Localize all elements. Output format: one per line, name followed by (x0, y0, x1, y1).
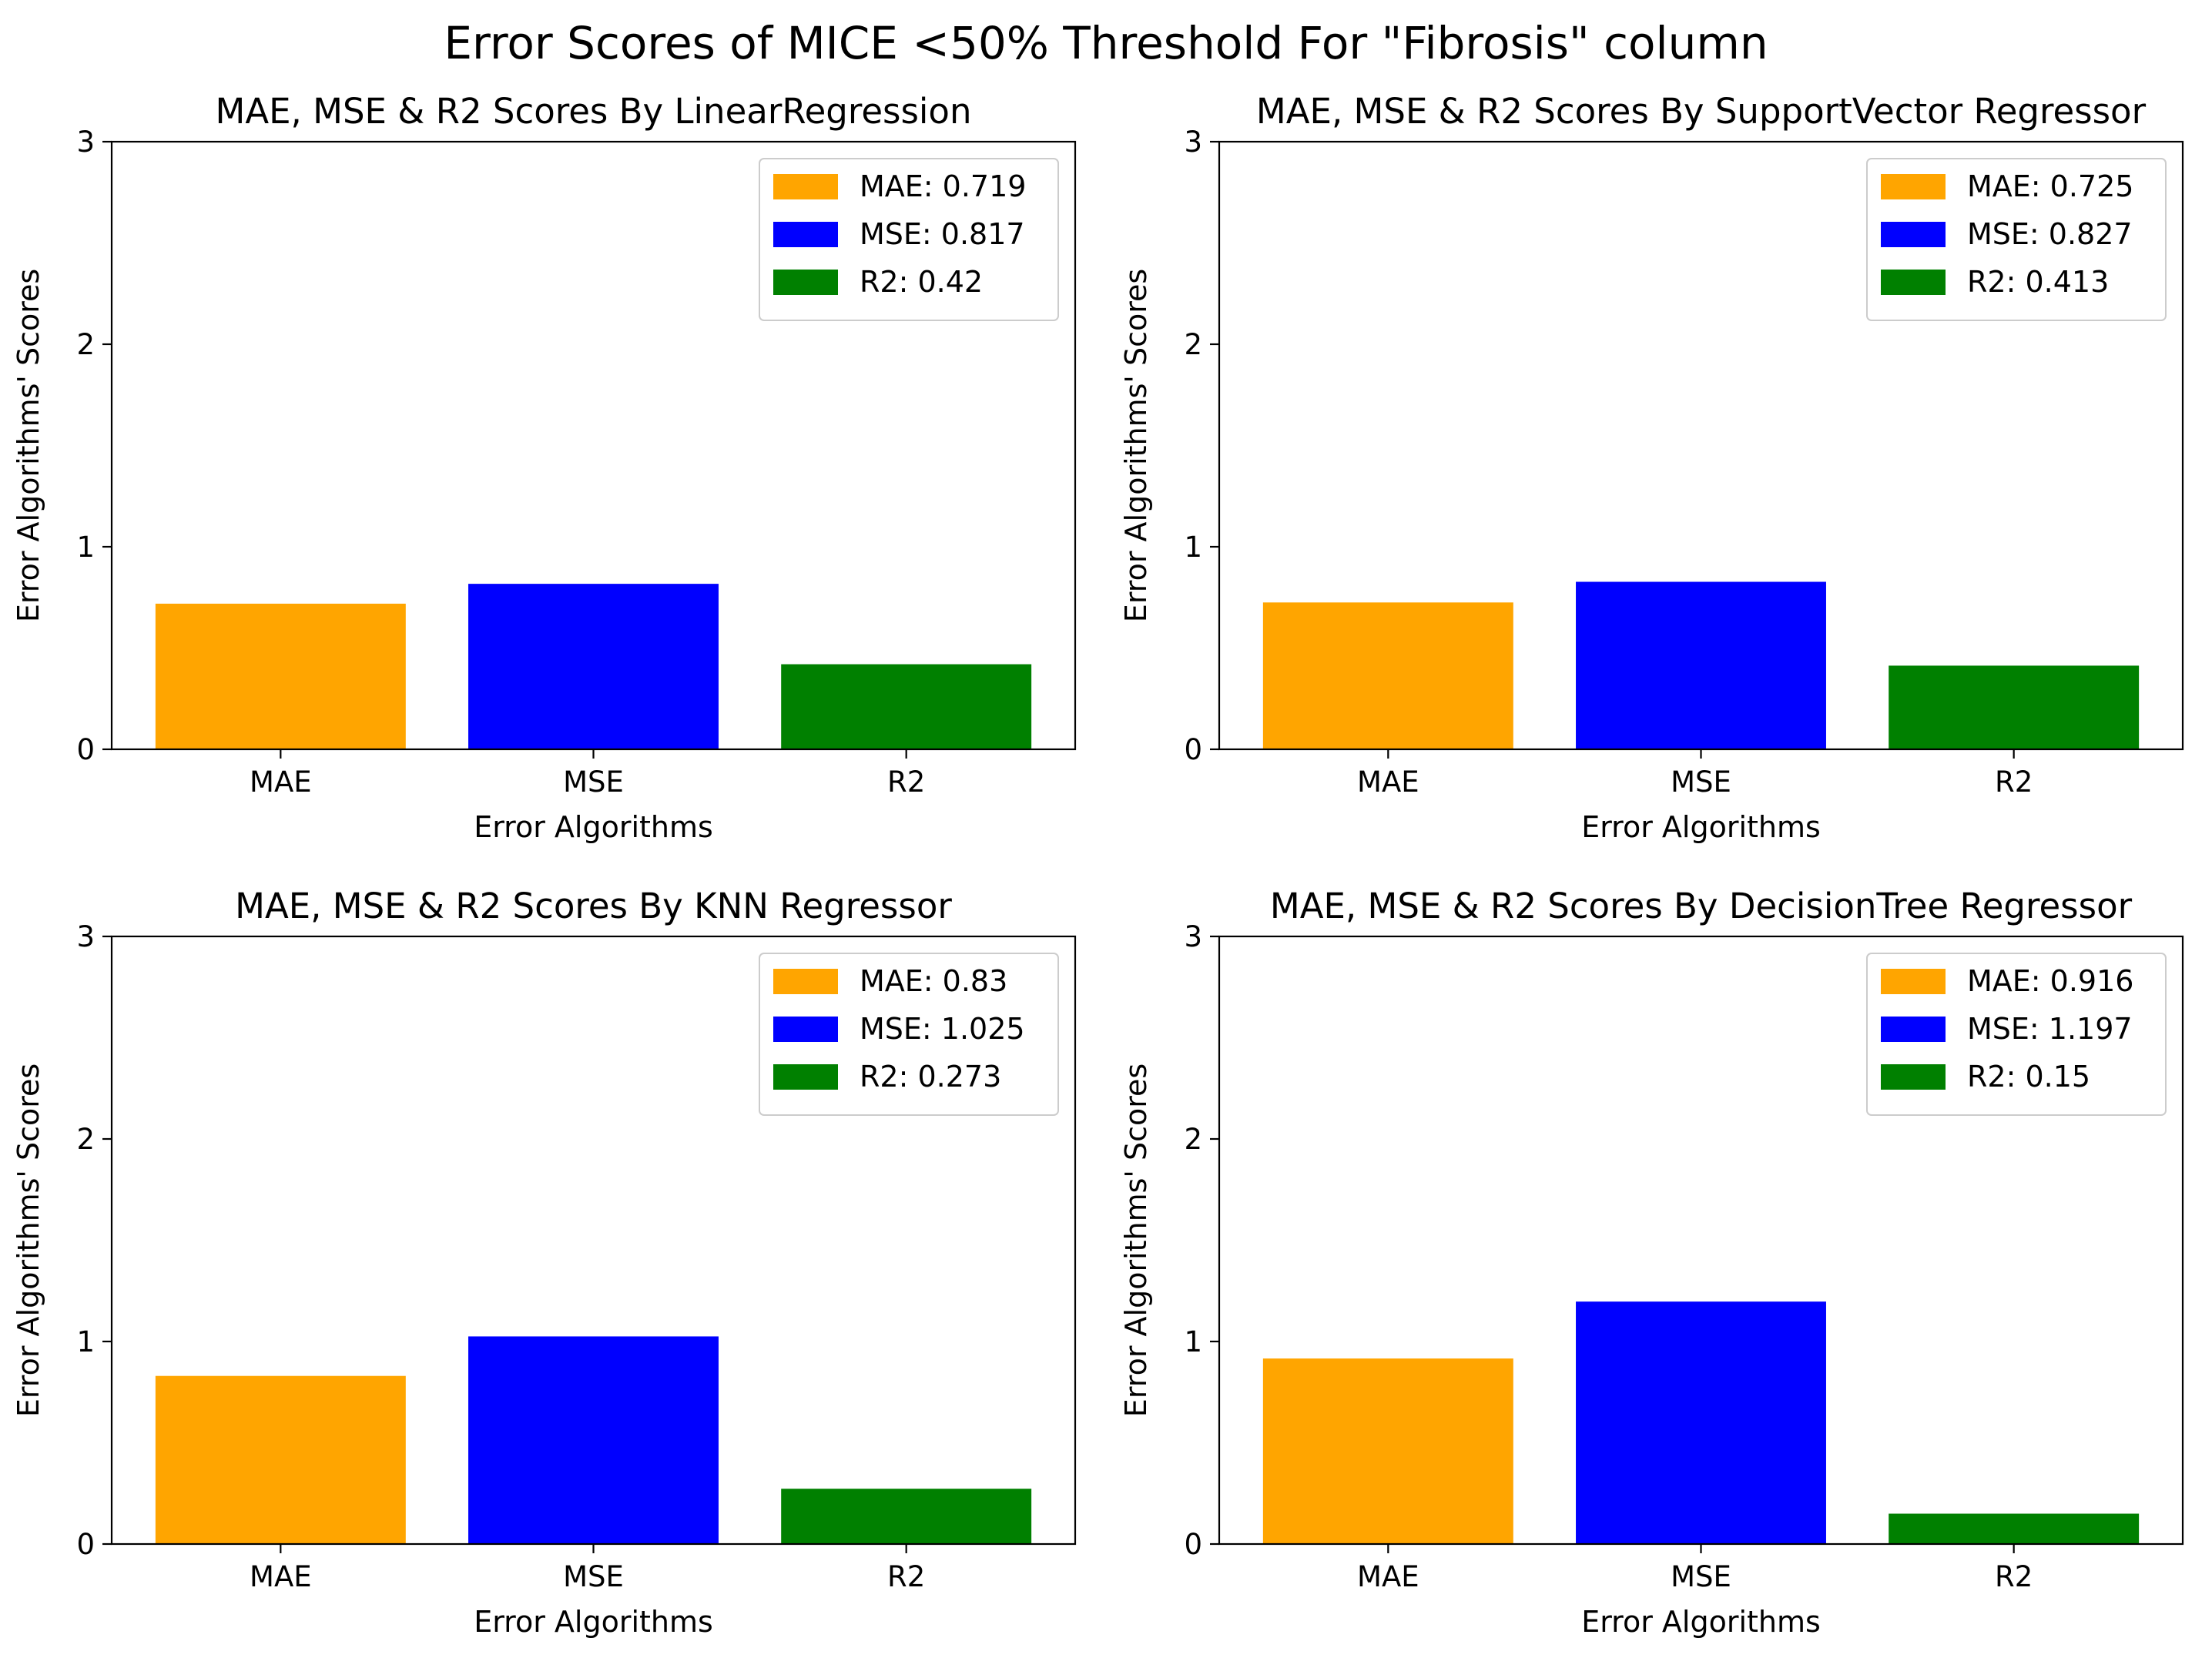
chart-title: MAE, MSE & R2 Scores By KNN Regressor (235, 886, 952, 926)
y-tick-label: 0 (1184, 733, 1202, 766)
y-axis-label: Error Algorithms' Scores (1119, 1063, 1153, 1417)
bar-mse (1576, 1301, 1826, 1544)
legend-label-mae: MAE: 0.725 (1967, 169, 2133, 203)
legend-label-mae: MAE: 0.916 (1967, 964, 2133, 998)
chart-panel-3: 0 1 2 3 MAE MSE R2 MAE, MSE & R2 Scores By KNN … (12, 886, 1077, 1639)
legend-swatch-mse (773, 1017, 838, 1042)
y-tick-label: 2 (76, 328, 95, 361)
x-tick-label: MAE (1357, 1560, 1419, 1593)
x-tick-label: MSE (563, 765, 624, 799)
y-tick-label: 0 (76, 1528, 95, 1561)
bar-mae (155, 1375, 406, 1544)
legend-swatch-mae (773, 174, 838, 199)
x-tick-label: MAE (250, 765, 312, 799)
y-tick-label: 1 (1184, 531, 1202, 564)
bar-r2 (1889, 1513, 2140, 1544)
x-tick-label: MAE (1357, 765, 1419, 799)
x-tick-label: MAE (250, 1560, 312, 1593)
chart-title: MAE, MSE & R2 Scores By SupportVector Re… (1256, 91, 2147, 132)
legend-swatch-mae (773, 969, 838, 994)
legend-label-mse: MSE: 1.025 (860, 1012, 1025, 1046)
y-tick-label: 3 (1184, 920, 1202, 953)
legend-label-r2: R2: 0.413 (1967, 265, 2109, 299)
x-axis-label: Error Algorithms (1581, 810, 1821, 844)
y-tick-label: 2 (1184, 1123, 1202, 1156)
legend-swatch-r2 (1881, 1064, 1946, 1090)
legend: MAE: 0.916 MSE: 1.197 R2: 0.15 (1866, 953, 2167, 1116)
x-axis-label: Error Algorithms (474, 1605, 713, 1639)
y-axis-label: Error Algorithms' Scores (1119, 269, 1153, 622)
legend-label-mse: MSE: 1.197 (1967, 1012, 2133, 1046)
chart-panel-2: 0 1 2 3 MAE MSE R2 MAE, MSE & R2 Scores By Supp… (1119, 91, 2184, 844)
legend-swatch-r2 (773, 270, 838, 295)
legend-label-mae: MAE: 0.83 (860, 964, 1007, 998)
legend-swatch-mae (1881, 969, 1946, 994)
legend-swatch-mse (1881, 1017, 1946, 1042)
legend: MAE: 0.83 MSE: 1.025 R2: 0.273 (759, 953, 1059, 1116)
bar-r2 (781, 1489, 1032, 1544)
legend-label-r2: R2: 0.42 (860, 265, 983, 299)
legend: MAE: 0.725 MSE: 0.827 R2: 0.413 (1866, 158, 2167, 321)
x-tick-label: R2 (1995, 1560, 2033, 1593)
bar-mae (155, 603, 406, 749)
legend: MAE: 0.719 MSE: 0.817 R2: 0.42 (759, 158, 1059, 321)
legend-swatch-r2 (1881, 270, 1946, 295)
bar-r2 (1889, 665, 2140, 749)
y-tick-label: 2 (76, 1123, 95, 1156)
bar-mae (1262, 602, 1513, 749)
legend-label-r2: R2: 0.15 (1967, 1060, 2090, 1094)
y-tick-label: 1 (76, 531, 95, 564)
y-tick-label: 1 (1184, 1325, 1202, 1358)
chart-panel-1: 0 1 2 3 MAE MSE R2 MAE, MSE & R2 Scores By Line… (12, 91, 1077, 844)
y-tick-label: 3 (76, 920, 95, 953)
figure-title: Error Scores of MICE <50% Threshold For … (444, 17, 1768, 69)
legend-swatch-mae (1881, 174, 1946, 199)
y-tick-label: 2 (1184, 328, 1202, 361)
x-tick-label: MSE (563, 1560, 624, 1593)
legend-label-mae: MAE: 0.719 (860, 169, 1026, 203)
x-tick-label: R2 (1995, 765, 2033, 799)
x-axis-label: Error Algorithms (1581, 1605, 1821, 1639)
x-tick-label: R2 (887, 765, 925, 799)
bar-mse (468, 584, 719, 749)
legend-swatch-mse (1881, 222, 1946, 247)
y-tick-label: 0 (76, 733, 95, 766)
legend-label-mse: MSE: 0.817 (860, 217, 1025, 251)
y-axis-label: Error Algorithms' Scores (12, 1063, 45, 1417)
legend-swatch-r2 (773, 1064, 838, 1090)
y-tick-label: 1 (76, 1325, 95, 1358)
bar-mae (1262, 1358, 1513, 1544)
chart-title: MAE, MSE & R2 Scores By DecisionTree Reg… (1270, 886, 2133, 926)
x-tick-label: R2 (887, 1560, 925, 1593)
y-tick-label: 0 (1184, 1528, 1202, 1561)
chart-panel-4: 0 1 2 3 MAE MSE R2 MAE, MSE & R2 Scores By Deci… (1119, 886, 2184, 1639)
bar-mse (468, 1336, 719, 1544)
x-axis-label: Error Algorithms (474, 810, 713, 844)
y-tick-label: 3 (76, 126, 95, 159)
y-axis-label: Error Algorithms' Scores (12, 269, 45, 622)
bar-mse (1576, 581, 1826, 749)
legend-label-mse: MSE: 0.827 (1967, 217, 2133, 251)
chart-title: MAE, MSE & R2 Scores By LinearRegression (216, 91, 972, 132)
legend-label-r2: R2: 0.273 (860, 1060, 1001, 1094)
bar-r2 (781, 664, 1032, 749)
y-tick-label: 3 (1184, 126, 1202, 159)
x-tick-label: MSE (1671, 1560, 1731, 1593)
x-tick-label: MSE (1671, 765, 1731, 799)
legend-swatch-mse (773, 222, 838, 247)
